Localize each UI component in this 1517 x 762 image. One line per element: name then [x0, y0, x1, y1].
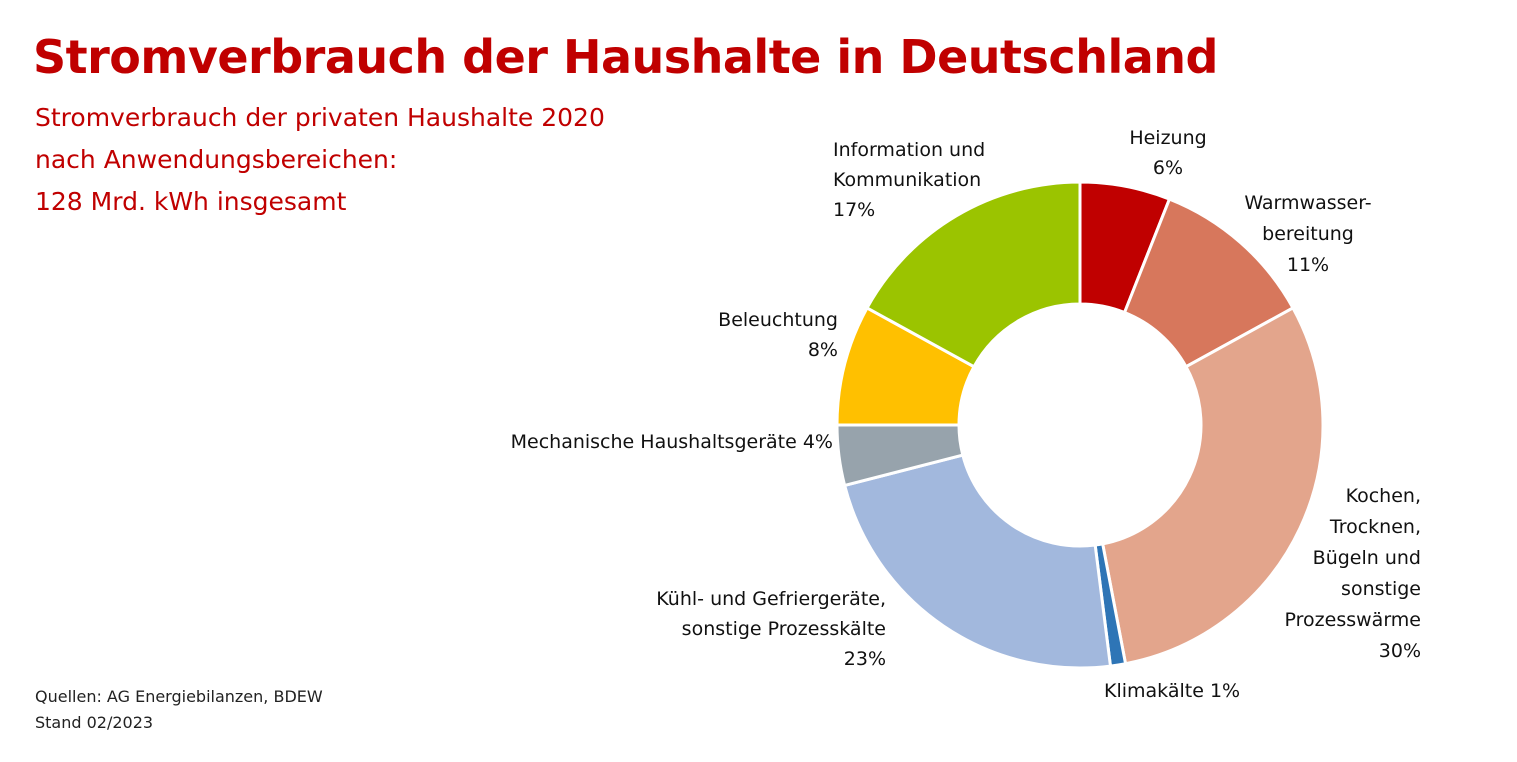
slice-label-line: Warmwasser- [1244, 192, 1371, 214]
slice-label-line: Information und [833, 139, 985, 161]
slice-label-beleuchtung: Beleuchtung 8% [718, 309, 838, 361]
slice-label-line: Kommunikation [833, 169, 981, 191]
slice-label-kuehl-und-gefriergeraete-sonstige-prozesskaelte: Kühl- und Gefriergeräte, sonstige Prozess… [656, 588, 886, 670]
slice-label-line: 11% [1287, 254, 1329, 276]
subtitle-line-2: nach Anwendungsbereichen: [35, 145, 398, 174]
slice-label-mechanische-haushaltsgeraete: Mechanische Haushaltsgeräte 4% [511, 431, 833, 453]
slice-label-line: Klimakälte 1% [1104, 680, 1240, 702]
subtitle-line-1: Stromverbrauch der privaten Haushalte 20… [35, 103, 605, 132]
donut-labels: Heizung 6% Warmwasser-bereitung 11% Kochen, T… [511, 127, 1421, 702]
source-line: Quellen: AG Energiebilanzen, BDEW [35, 687, 323, 706]
slice-label-heizung: Heizung 6% [1129, 127, 1206, 179]
slice-label-line: Kochen, [1346, 485, 1421, 507]
slice-label-line: bereitung [1262, 223, 1354, 245]
slice-label-line: Trocknen, [1329, 516, 1421, 538]
slice-label-line: Bügeln und [1313, 547, 1421, 569]
slice-label-line: Heizung [1129, 127, 1206, 149]
slice-label-line: sonstige [1341, 578, 1421, 600]
slice-information-und-kommunikation [865, 180, 1082, 369]
slice-label-line: 8% [808, 339, 838, 361]
subtitle-line-3: 128 Mrd. kWh insgesamt [35, 187, 347, 216]
slice-kochen-trocknen-buegeln-und-sonstige-prozesswaerme [1101, 306, 1325, 666]
slice-label-line: 30% [1379, 640, 1421, 662]
page-title: Stromverbrauch der Haushalte in Deutschl… [33, 30, 1218, 84]
chart-subtitle: Stromverbrauch der privaten Haushalte 20… [35, 97, 605, 223]
slice-label-line: Beleuchtung [718, 309, 838, 331]
slice-label-line: Mechanische Haushaltsgeräte 4% [511, 431, 833, 453]
date-line: Stand 02/2023 [35, 713, 154, 732]
slice-label-line: 23% [844, 648, 886, 670]
source-note: Quellen: AG Energiebilanzen, BDEW Stand … [35, 684, 323, 736]
slice-kuehl-und-gefriergeraete-sonstige-prozesskaelte [843, 453, 1112, 670]
slice-label-line: sonstige Prozesskälte [682, 618, 886, 640]
slice-label-line: 17% [833, 199, 875, 221]
slice-label-warmwasserbereitung: Warmwasser-bereitung 11% [1244, 192, 1371, 276]
slice-label-line: Prozesswärme [1285, 609, 1421, 631]
slice-label-information-und-kommunikation: Information und Kommunikation 17% [833, 139, 985, 221]
donut-slices [835, 180, 1325, 670]
slice-label-klimakaelte: Klimakälte 1% [1104, 680, 1240, 702]
slice-label-line: Kühl- und Gefriergeräte, [656, 588, 886, 610]
slice-label-kochen-trocknen-buegeln-und-sonstige-prozesswaerme: Kochen, Trocknen, Bügeln und sonstige Prozes… [1285, 485, 1421, 662]
slice-label-line: 6% [1153, 157, 1183, 179]
